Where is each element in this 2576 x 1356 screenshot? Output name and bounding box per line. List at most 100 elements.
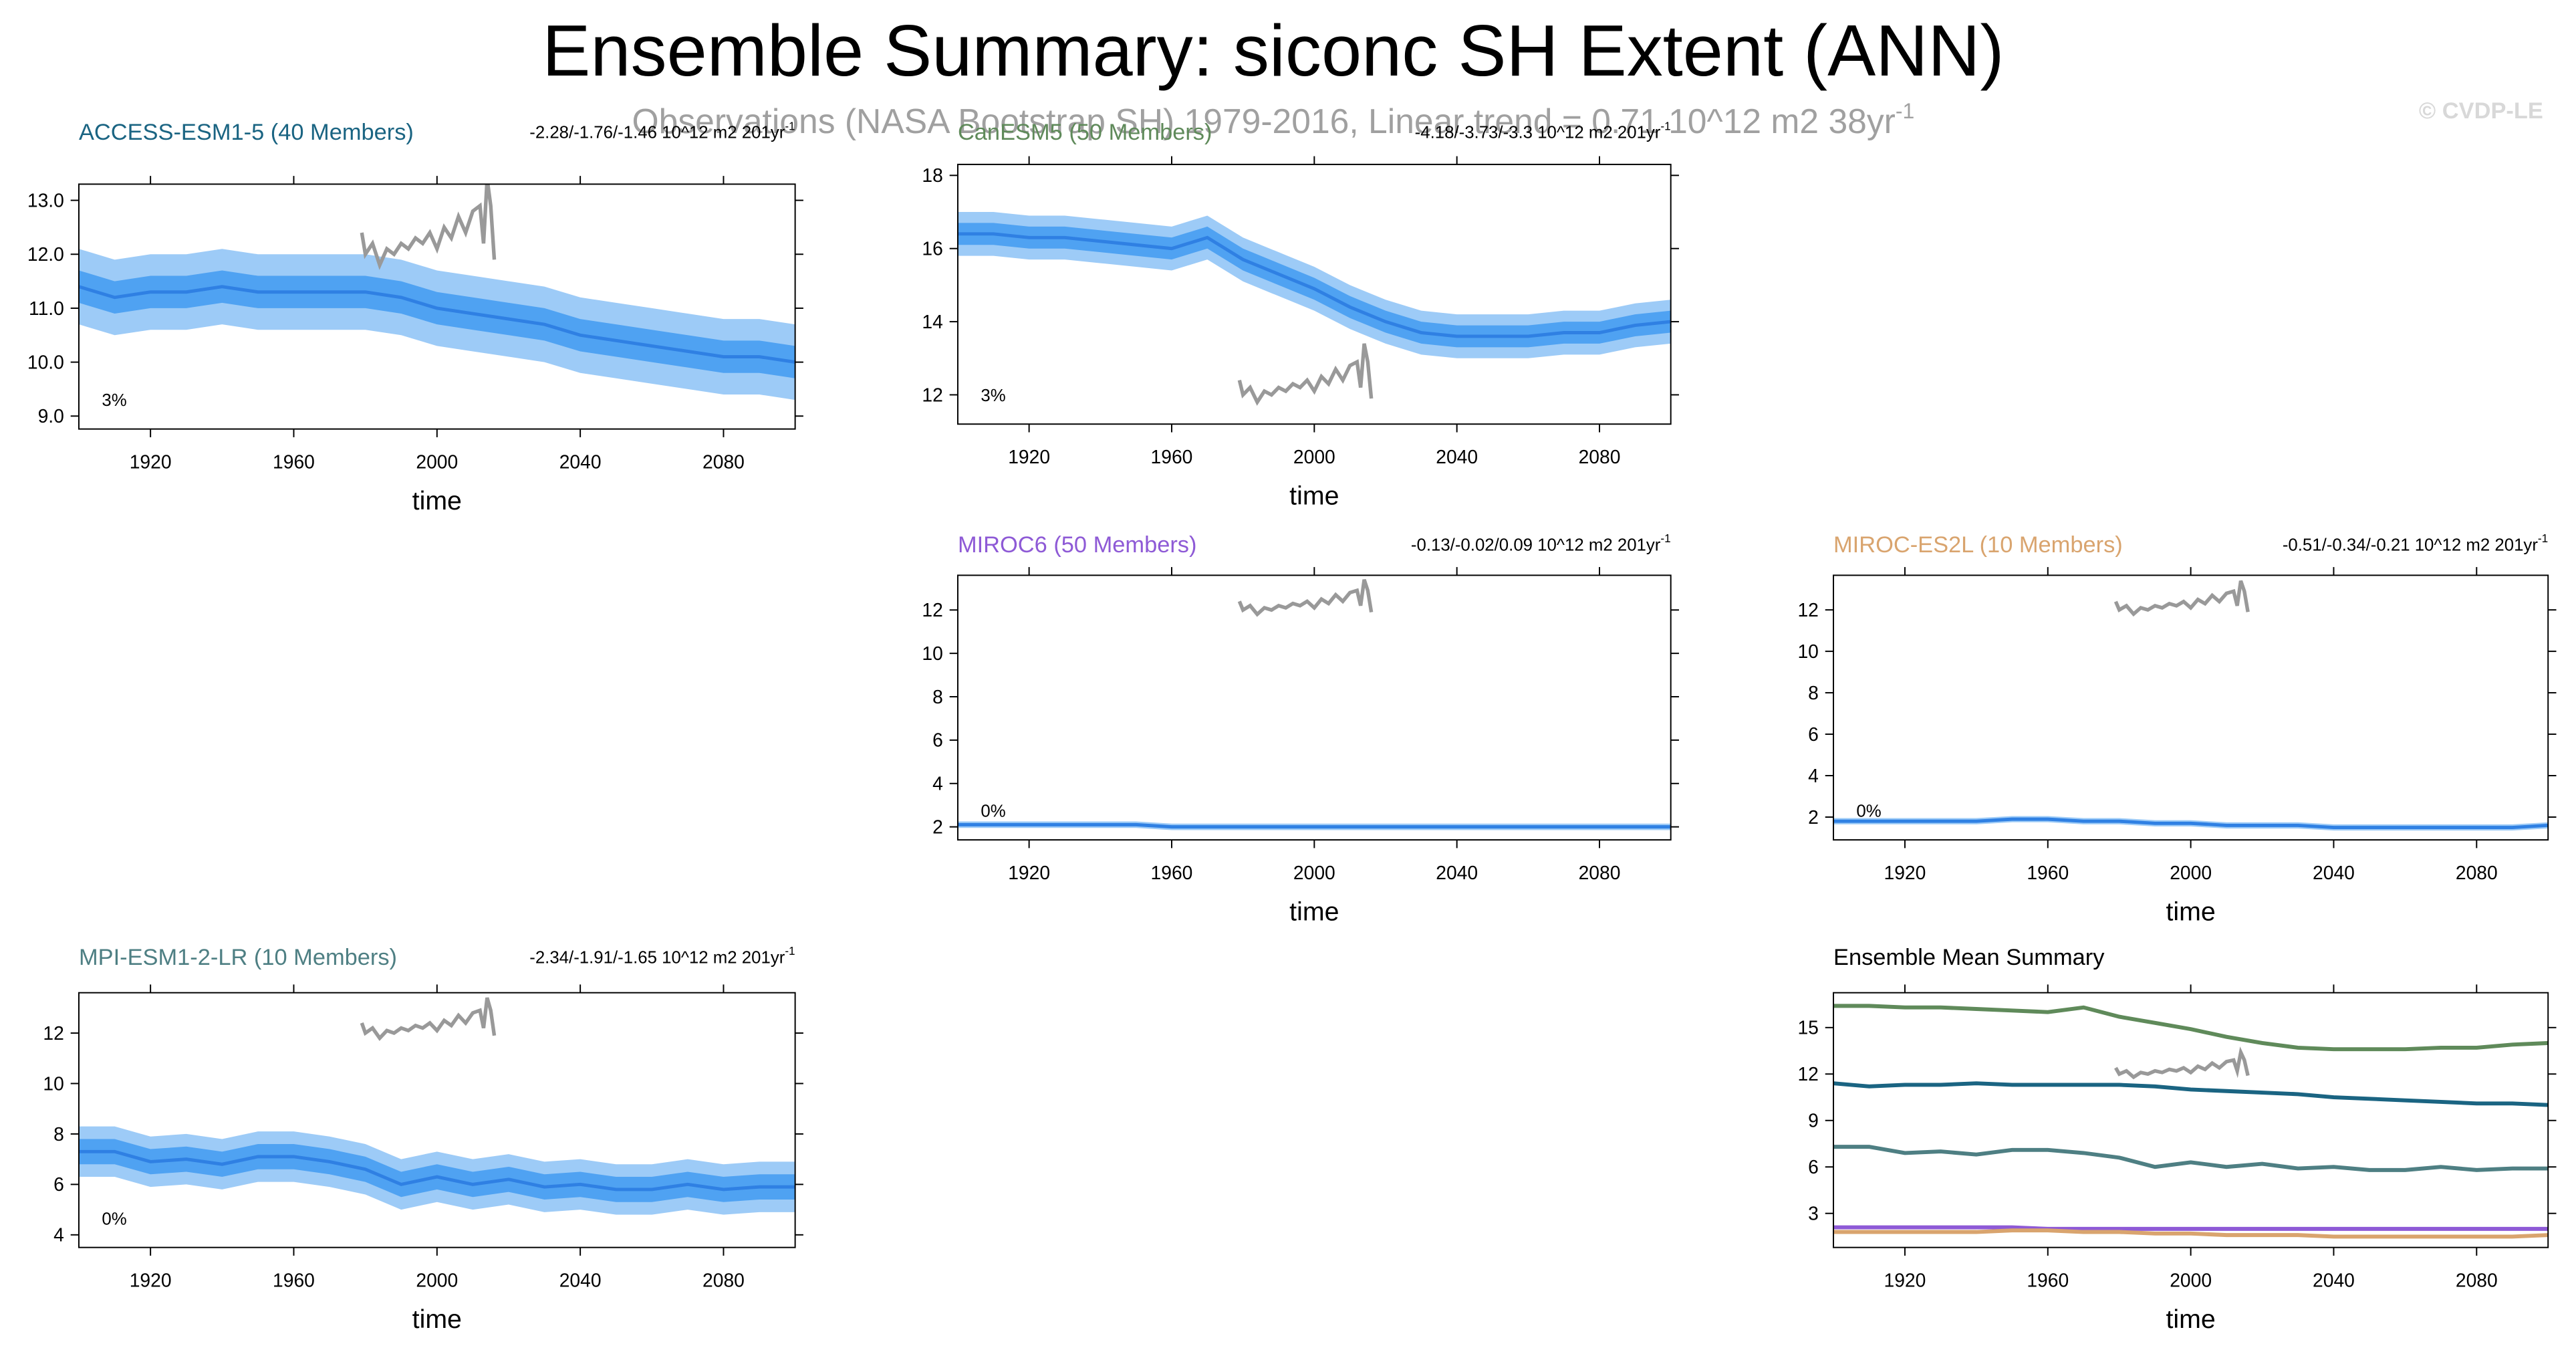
- y-tick-label: 16: [922, 238, 942, 259]
- x-tick-label: 2080: [1579, 862, 1621, 883]
- summary-line: [1833, 1004, 2549, 1052]
- x-tick-label: 2080: [702, 451, 745, 473]
- y-tick-label: 4: [932, 773, 943, 794]
- trend-text: -0.13/-0.02/0.09 10^12 m2 201yr-1: [1411, 532, 1671, 554]
- panel-title: MIROC-ES2L (10 Members): [1833, 532, 2123, 558]
- plot-area: [957, 212, 1671, 406]
- ensemble-mean: [1833, 817, 2549, 829]
- y-tick-label: 10: [922, 643, 942, 664]
- observations-line: [2114, 1046, 2250, 1080]
- x-tick-label: 2000: [2170, 862, 2212, 883]
- summary-line: [1833, 1225, 2549, 1231]
- x-tick-label: 1920: [1008, 862, 1050, 883]
- watermark: © CVDP-LE: [2419, 98, 2543, 124]
- y-tick-label: 18: [922, 164, 942, 186]
- x-tick-label: 1960: [2027, 1270, 2069, 1291]
- panel: MIROC-ES2L (10 Members) -0.51/-0.34/-0.21…: [1797, 532, 2557, 927]
- x-tick-label: 2080: [702, 1270, 745, 1291]
- y-tick-label: 9.0: [38, 405, 64, 427]
- trend-text: -0.51/-0.34/-0.21 10^12 m2 201yr-1: [2283, 532, 2548, 554]
- x-tick-label: 2040: [559, 1270, 602, 1291]
- y-tick-label: 3: [1808, 1203, 1819, 1224]
- x-tick-label: 2000: [2170, 1270, 2212, 1291]
- x-tick-label: 1960: [273, 1270, 315, 1291]
- x-axis-label: time: [1289, 481, 1339, 511]
- x-tick-label: 1920: [1884, 1270, 1926, 1291]
- trend-sup: -1: [1660, 119, 1670, 132]
- y-tick-label: 12: [922, 599, 942, 620]
- panel-title: ACCESS-ESM1-5 (40 Members): [79, 120, 414, 145]
- y-tick-label: 12: [922, 384, 942, 405]
- x-tick-label: 1960: [273, 451, 315, 473]
- x-tick-label: 2080: [2456, 1270, 2498, 1291]
- percent-label: 0%: [1856, 802, 1881, 821]
- y-tick-label: 12.0: [27, 243, 64, 265]
- y-tick-label: 14: [922, 311, 942, 332]
- y-tick-label: 6: [1808, 1156, 1819, 1177]
- panel: ACCESS-ESM1-5 (40 Members) -2.28/-1.76/-1…: [27, 119, 803, 516]
- summary-line: [1833, 1081, 2549, 1107]
- percent-label: 0%: [102, 1210, 126, 1228]
- x-tick-label: 1960: [1151, 862, 1193, 883]
- percent-label: 3%: [102, 391, 126, 410]
- trend-text: -4.18/-3.73/-3.3 10^12 m2 201yr-1: [1415, 119, 1671, 142]
- plot-area: [957, 579, 1671, 830]
- ensemble-mean: [78, 285, 795, 364]
- panel: MIROC6 (50 Members) -0.13/-0.02/0.09 10^1…: [922, 532, 1679, 927]
- ensemble-mean: [78, 1149, 795, 1192]
- x-tick-label: 2040: [2313, 1270, 2355, 1291]
- plot-area: [78, 184, 795, 401]
- y-tick-label: 8: [1808, 682, 1819, 703]
- x-tick-label: 2040: [1436, 446, 1478, 467]
- inner-band: [957, 223, 1671, 348]
- y-tick-label: 6: [1808, 723, 1819, 745]
- y-tick-label: 12: [1797, 599, 1818, 620]
- y-tick-label: 8: [932, 686, 943, 707]
- ensemble-mean: [957, 822, 1671, 829]
- x-tick-label: 1960: [1151, 446, 1193, 467]
- panel-title: Ensemble Mean Summary: [1833, 945, 2105, 970]
- trend-value: -2.34/-1.91/-1.65 10^12 m2 201yr: [529, 948, 785, 967]
- x-tick-label: 1920: [130, 1270, 172, 1291]
- x-tick-label: 2040: [2313, 862, 2355, 883]
- subtitle-sup: -1: [1896, 99, 1914, 123]
- trend-text: -2.34/-1.91/-1.65 10^12 m2 201yr-1: [529, 944, 795, 967]
- observations-line: [1237, 343, 1374, 406]
- y-tick-label: 8: [53, 1123, 64, 1145]
- panel-title: MPI-ESM1-2-LR (10 Members): [79, 945, 397, 970]
- x-tick-label: 2040: [559, 451, 602, 473]
- y-tick-label: 12: [1797, 1063, 1818, 1085]
- x-axis-label: time: [412, 1305, 462, 1334]
- x-tick-label: 1920: [1884, 862, 1926, 883]
- y-tick-label: 4: [53, 1224, 64, 1246]
- x-tick-label: 2000: [416, 1270, 458, 1291]
- plot-area: [78, 997, 795, 1215]
- y-tick-label: 6: [53, 1173, 64, 1195]
- y-tick-label: 10: [43, 1072, 63, 1094]
- panel-title: CanESM5 (50 Members): [958, 120, 1212, 145]
- x-tick-label: 2040: [1436, 862, 1478, 883]
- y-tick-label: 15: [1797, 1017, 1818, 1038]
- trend-sup: -1: [1660, 532, 1670, 545]
- x-tick-label: 2080: [2456, 862, 2498, 883]
- trend-sup: -1: [785, 119, 795, 132]
- inner-band: [78, 1139, 795, 1202]
- plot-frame: [956, 574, 1672, 841]
- observations-line: [360, 184, 497, 270]
- y-tick-label: 13.0: [27, 189, 64, 211]
- y-tick-label: 10: [1797, 641, 1818, 662]
- panel: Ensemble Mean Summary 3 6 9 12 15 1920 1960 2000…: [1797, 945, 2557, 1334]
- plot-frame: [1833, 574, 2549, 841]
- subtitle-text: Observations (NASA Bootstrap SH) 1979-20…: [632, 102, 1895, 140]
- figure-title: Ensemble Summary: siconc SH Extent (ANN): [542, 10, 2004, 91]
- y-tick-label: 12: [43, 1022, 63, 1044]
- x-tick-label: 1920: [130, 451, 172, 473]
- subtitle: Observations (NASA Bootstrap SH) 1979-20…: [632, 99, 1914, 140]
- panel: CanESM5 (50 Members) -4.18/-3.73/-3.3 10^…: [922, 119, 1679, 511]
- x-tick-label: 2000: [416, 451, 458, 473]
- trend-value: -0.13/-0.02/0.09 10^12 m2 201yr: [1411, 536, 1661, 555]
- x-axis-label: time: [1289, 897, 1339, 927]
- ensemble-mean: [957, 232, 1671, 338]
